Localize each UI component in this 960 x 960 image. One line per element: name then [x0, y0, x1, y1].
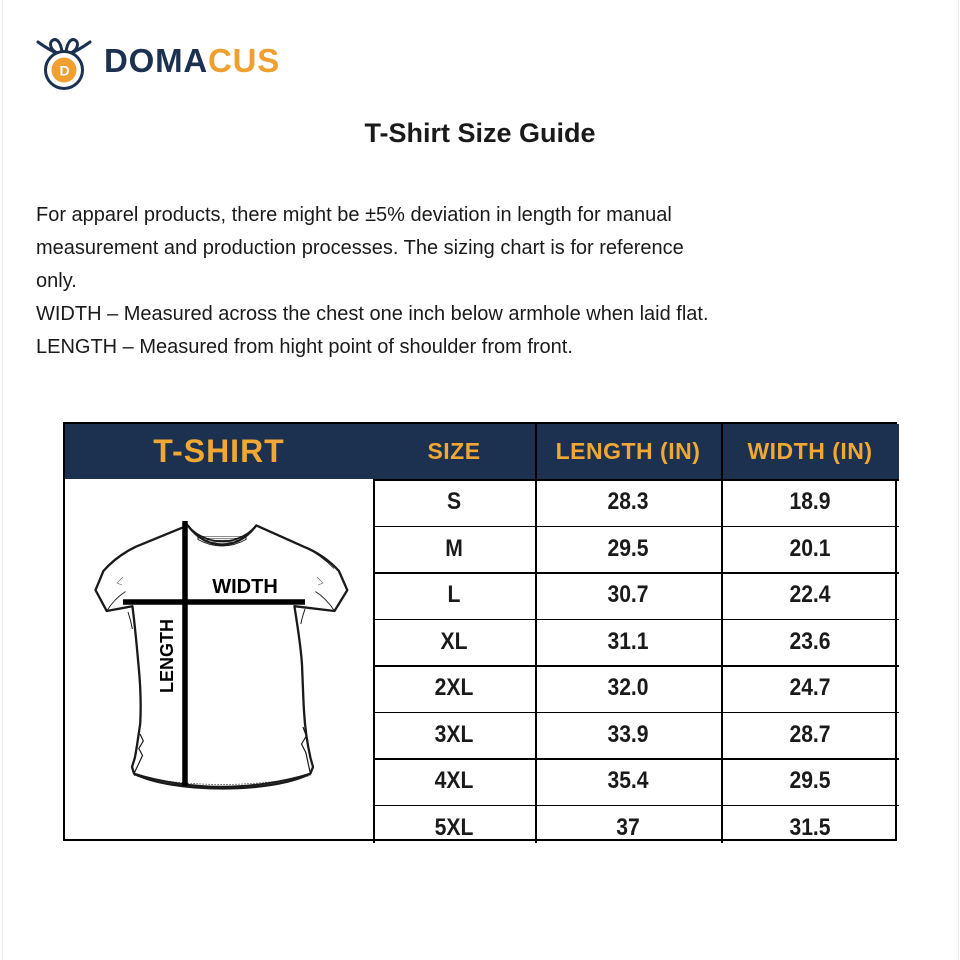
svg-text:D: D	[59, 63, 69, 79]
svg-text:LENGTH: LENGTH	[157, 619, 177, 693]
svg-text:WIDTH: WIDTH	[212, 576, 278, 598]
